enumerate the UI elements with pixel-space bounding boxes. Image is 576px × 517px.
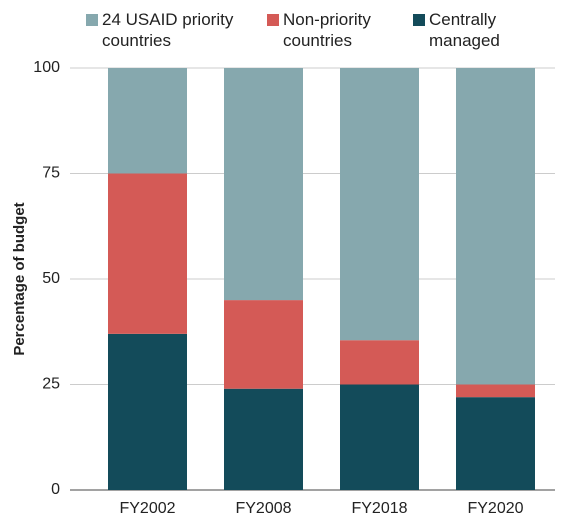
y-axis-label: Percentage of budget [11,202,28,355]
bar-segment [108,68,187,174]
y-tick-label: 75 [42,165,60,182]
y-tick-label: 25 [42,376,60,393]
x-tick-label: FY2002 [119,500,175,517]
bar-segment [456,68,535,385]
legend-swatch [413,14,425,26]
legend-label: Non-priority countries [283,10,371,50]
legend-item: Centrally managed [413,9,523,51]
x-tick-label: FY2020 [467,500,523,517]
bar-segment [340,68,419,341]
legend-label: 24 USAID priority countries [102,10,234,50]
legend-item: 24 USAID priority countries [86,9,256,51]
bar-segment [224,388,303,490]
y-tick-label: 50 [42,270,60,287]
y-tick-label: 0 [51,481,60,498]
bar-segment [340,340,419,385]
bar-segment [224,300,303,389]
legend-label: Centrally managed [429,10,500,50]
bar-segment [108,333,187,490]
bar-segment [456,397,535,490]
legend-swatch [86,14,98,26]
x-tick-label: FY2008 [235,500,291,517]
bar-segment [456,384,535,398]
bar-segment [224,68,303,301]
legend-swatch [267,14,279,26]
y-tick-label: 100 [33,59,60,76]
bar-segment [340,384,419,490]
legend-item: Non-priority countries [267,9,407,51]
x-tick-label: FY2018 [351,500,407,517]
bar-segment [108,173,187,334]
